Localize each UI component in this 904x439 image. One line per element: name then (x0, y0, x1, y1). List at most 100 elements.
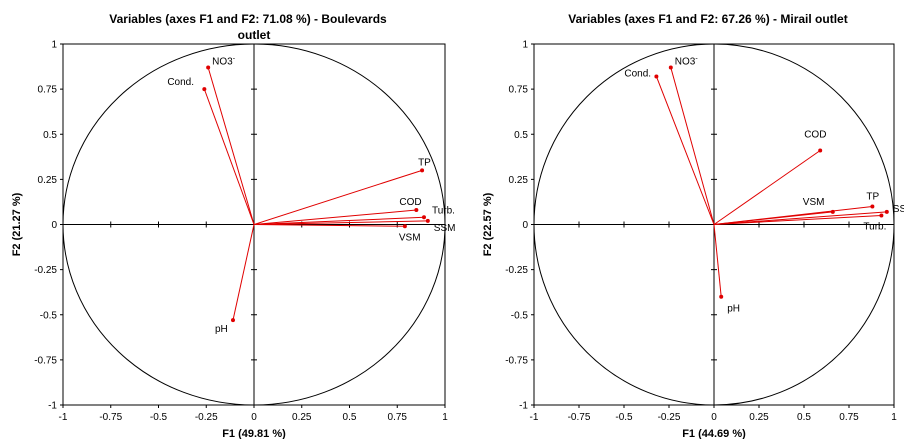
vector-turb (713, 214, 882, 225)
vector-cod (713, 150, 821, 225)
vector-no3 (670, 67, 715, 225)
point-label-ph: pH (727, 304, 740, 315)
point-cond (202, 87, 207, 92)
point-label-text: pH (215, 324, 228, 335)
y-tick-label: 0.5 (514, 130, 528, 141)
vector-ssm (253, 220, 428, 225)
x-tick-label: 0 (251, 412, 257, 423)
y-tick-label: 1 (51, 40, 57, 51)
x-tick-label: 0.75 (839, 412, 859, 423)
y-tick-label: -0.25 (505, 265, 528, 276)
point-ss (884, 209, 889, 214)
x-tick-label: 1 (891, 412, 897, 423)
point-label-text: COD (804, 129, 826, 140)
point-label-text: Cond. (167, 77, 194, 88)
chart-panel-2: -1 -0.75 -0.5 -0.25 0 0.25 0.5 0.75 1-1-0.75-0.5… (482, 12, 904, 439)
vector-tp (253, 169, 423, 225)
x-axis-title: F1 (49.81 %) (222, 428, 286, 439)
x-tick-label: 0.5 (343, 412, 357, 423)
point-label-no3: NO3- (212, 55, 236, 67)
chart-title: Variables (axes F1 and F2: 67.26 %) - Mi… (568, 12, 847, 26)
point-label-vsm: VSM (399, 232, 421, 243)
y-tick-label: 0.75 (38, 85, 58, 96)
point-label-text: Turb. (432, 205, 455, 216)
x-tick-label: -0.5 (150, 412, 168, 423)
vector-vsm (253, 224, 405, 227)
y-axis-title: F2 (21.27 %) (11, 192, 23, 256)
y-tick-label: 0.25 (509, 175, 529, 186)
vector-ss (713, 211, 887, 225)
x-tick-label: -0.75 (99, 412, 122, 423)
vector-ph (713, 224, 722, 297)
point-label-text: NO3 (212, 56, 233, 67)
x-tick-label: 0.25 (749, 412, 769, 423)
point-label-turb: Turb. (432, 205, 455, 216)
point-label-text: TP (418, 157, 431, 168)
vector-cod (253, 209, 417, 225)
x-tick-label: 0.25 (292, 412, 312, 423)
point-ph (719, 294, 724, 299)
point-no3 (206, 65, 211, 70)
point-label-text: SSM (434, 223, 456, 234)
point-cond (654, 74, 659, 79)
y-tick-label: -0.25 (34, 265, 57, 276)
point-label-no3: NO3- (675, 55, 699, 67)
y-tick-label: -0.75 (34, 355, 57, 366)
point-label-tp: TP (418, 157, 431, 168)
point-label-text: VSM (803, 197, 825, 208)
point-label-superscript: - (695, 55, 698, 62)
point-label-text: Turb. (863, 221, 886, 232)
x-tick-label: 0.5 (797, 412, 811, 423)
y-tick-label: 0.75 (509, 85, 529, 96)
point-label-text: VSM (399, 232, 421, 243)
point-turb (879, 213, 884, 218)
point-label-tp: TP (866, 191, 879, 202)
x-tick-label: -0.75 (568, 412, 591, 423)
y-tick-label: -1 (48, 401, 57, 412)
point-label-cod: COD (399, 197, 421, 208)
point-vsm (402, 224, 407, 229)
point-label-cond: Cond. (624, 68, 651, 79)
chart-panel-1: -1 -0.75 -0.5 -0.25 0 0.25 0.5 0.75 1-1-0.75-0.5… (11, 12, 455, 439)
chart-title-line2: outlet (238, 28, 271, 42)
point-label-text: pH (727, 304, 740, 315)
vector-no3 (207, 67, 255, 225)
point-ph (230, 318, 235, 323)
point-label-turb: Turb. (863, 221, 886, 232)
point-label-ph: pH (215, 324, 228, 335)
y-tick-label: 0 (51, 220, 57, 231)
point-label-cond: Cond. (167, 77, 194, 88)
vector-cond (203, 88, 255, 225)
vector-tp (713, 205, 873, 225)
point-ssm (425, 218, 430, 223)
point-label-text: SS (893, 204, 904, 215)
point-label-vsm: VSM (803, 197, 825, 208)
y-tick-label: 0 (522, 220, 528, 231)
x-tick-label: -1 (530, 412, 539, 423)
x-tick-label: -1 (59, 412, 68, 423)
y-tick-label: 0.5 (43, 130, 57, 141)
point-cod (818, 148, 823, 153)
point-label-superscript: - (233, 55, 236, 62)
point-label-text: TP (866, 191, 879, 202)
x-tick-label: -0.5 (615, 412, 633, 423)
point-label-ssm: SSM (434, 223, 456, 234)
y-tick-label: 1 (522, 40, 528, 51)
y-axis-title: F2 (22.57 %) (482, 192, 494, 256)
x-tick-label: -0.25 (658, 412, 681, 423)
point-tp (420, 168, 425, 173)
x-tick-label: 0 (711, 412, 717, 423)
x-tick-label: -0.25 (195, 412, 218, 423)
chart-title: Variables (axes F1 and F2: 71.08 %) - Bo… (109, 12, 387, 26)
point-tp (870, 204, 875, 209)
point-label-text: NO3 (675, 56, 696, 67)
x-axis-title: F1 (44.69 %) (682, 428, 746, 439)
x-tick-label: 1 (442, 412, 448, 423)
point-cod (414, 208, 419, 213)
point-label-text: COD (399, 197, 421, 208)
y-tick-label: -0.75 (505, 355, 528, 366)
y-tick-label: -1 (519, 401, 528, 412)
vector-ph (232, 224, 255, 321)
y-tick-label: -0.5 (40, 310, 58, 321)
